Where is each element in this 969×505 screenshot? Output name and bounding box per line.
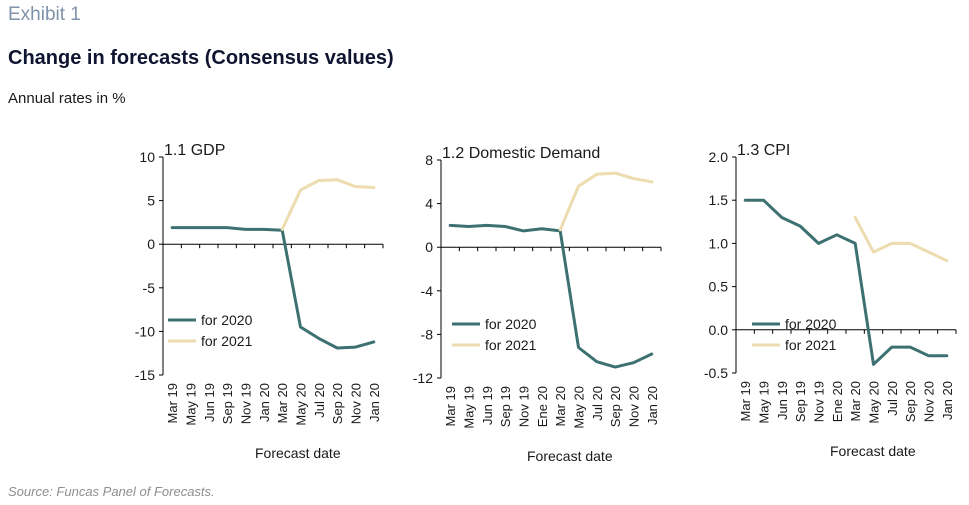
domestic-demand-x-tick-label: Jul 20 <box>590 386 605 421</box>
cpi-x-tick-label: Mar 20 <box>848 381 863 421</box>
cpi-x-tick-label: May 19 <box>757 381 772 424</box>
gdp-x-tick-label: May 20 <box>294 383 309 426</box>
domestic-demand-x-tick-label: Nov 20 <box>627 386 642 427</box>
domestic-demand-y-tick-label: -8 <box>421 326 434 342</box>
gdp-x-tick-label: Sep 19 <box>220 383 235 424</box>
gdp-x-tick-label: Sep 20 <box>330 383 345 424</box>
domestic-demand-series-line-2021 <box>558 171 654 232</box>
domestic-demand-y-tick-label: 0 <box>425 239 433 255</box>
domestic-demand-y-tick-label: 4 <box>425 196 433 212</box>
gdp-legend-label-2020: for 2020 <box>201 312 253 328</box>
domestic-demand-x-tick-label: Sep 20 <box>608 386 623 427</box>
gdp-y-tick-label: 0 <box>147 236 155 252</box>
gdp-x-tick-label: Mar 19 <box>165 383 180 423</box>
cpi-legend-label-2021: for 2021 <box>785 337 837 353</box>
gdp-x-tick-label: Mar 20 <box>275 383 290 423</box>
gdp-y-tick-label: 5 <box>147 193 155 209</box>
cpi-x-tick-label: Jan 20 <box>940 381 955 420</box>
chart-domestic-demand: 8 4 0 -4 -8 -12 Mar 19 May 19 Jun 19 Sep 19 Nov 19… <box>413 145 662 464</box>
cpi-x-tick-label: Nov 19 <box>812 381 827 422</box>
gdp-y-tick-label: -10 <box>135 323 155 339</box>
domestic-demand-x-axis-label: Forecast date <box>527 448 613 464</box>
domestic-demand-x-tick-label: Jun 19 <box>480 386 495 425</box>
domestic-demand-x-tick-label: Jan 20 <box>645 386 660 425</box>
cpi-series-line-2020 <box>743 198 949 366</box>
gdp-x-tick-label: Jun 19 <box>202 383 217 422</box>
gdp-legend-label-2021: for 2021 <box>201 333 253 349</box>
gdp-y-tick-label: -15 <box>135 367 155 383</box>
domestic-demand-x-tick-label: May 20 <box>572 386 587 429</box>
gdp-x-axis-label: Forecast date <box>255 445 341 461</box>
domestic-demand-chart-title: 1.2 Domestic Demand <box>442 145 600 162</box>
cpi-y-tick-label: 0.5 <box>709 279 729 295</box>
cpi-y-tick-label: 1.0 <box>709 235 729 251</box>
gdp-x-tick-label: Nov 20 <box>349 383 364 424</box>
gdp-x-tick-label: Jan 20 <box>367 383 382 422</box>
domestic-demand-x-tick-label: May 19 <box>462 386 477 429</box>
cpi-y-tick-label: 2.0 <box>709 149 729 165</box>
domestic-demand-series-line-2020 <box>448 223 654 369</box>
gdp-y-tick-label: 10 <box>139 149 155 165</box>
domestic-demand-legend-label-2021: for 2021 <box>485 337 537 353</box>
units-subtitle: Annual rates in % <box>8 90 126 107</box>
cpi-x-tick-label: Jul 20 <box>885 381 900 416</box>
cpi-x-tick-label: Jun 19 <box>775 381 790 420</box>
gdp-x-tick-label: Jul 20 <box>312 383 327 418</box>
cpi-x-tick-label: Ene 20 <box>830 381 845 422</box>
cpi-x-tick-label: May 20 <box>867 381 882 424</box>
cpi-y-tick-label: 1.5 <box>709 192 729 208</box>
cpi-y-tick-label: 0.0 <box>709 322 729 338</box>
gdp-chart-title: 1.1 GDP <box>164 142 225 159</box>
cpi-x-tick-label: Sep 19 <box>793 381 808 422</box>
domestic-demand-x-tick-label: Ene 20 <box>535 386 550 427</box>
cpi-chart-title: 1.3 CPI <box>737 142 790 159</box>
gdp-y-tick-label: -5 <box>143 280 156 296</box>
domestic-demand-x-tick-label: Mar 19 <box>443 386 458 426</box>
cpi-x-axis-label: Forecast date <box>830 443 916 459</box>
domestic-demand-legend-label-2020: for 2020 <box>485 316 537 332</box>
page-title: Change in forecasts (Consensus values) <box>8 47 394 69</box>
gdp-x-tick-label: Nov 19 <box>239 383 254 424</box>
cpi-x-tick-label: Nov 20 <box>922 381 937 422</box>
cpi-y-tick-label: -0.5 <box>704 365 728 381</box>
cpi-series-line-2021 <box>853 216 949 263</box>
cpi-x-tick-label: Mar 19 <box>738 381 753 421</box>
gdp-series-line-2020 <box>170 226 376 350</box>
domestic-demand-y-tick-label: -4 <box>421 283 434 299</box>
domestic-demand-y-tick-label: 8 <box>425 152 433 168</box>
exhibit-label: Exhibit 1 <box>8 4 81 25</box>
domestic-demand-x-tick-label: Nov 19 <box>517 386 532 427</box>
gdp-series-line-2021 <box>280 178 376 231</box>
cpi-legend-label-2020: for 2020 <box>785 316 837 332</box>
gdp-x-tick-label: May 19 <box>184 383 199 426</box>
chart-gdp: 10 5 0 -5 -10 -15 Mar 19 May 19 Jun 19 Sep 19 Nov … <box>135 142 384 461</box>
domestic-demand-x-tick-label: Sep 19 <box>498 386 513 427</box>
domestic-demand-y-tick-label: -12 <box>413 370 433 386</box>
cpi-x-tick-label: Sep 20 <box>903 381 918 422</box>
gdp-x-tick-label: Jan 20 <box>257 383 272 422</box>
domestic-demand-x-tick-label: Mar 20 <box>553 386 568 426</box>
source-note: Source: Funcas Panel of Forecasts. <box>8 484 215 499</box>
